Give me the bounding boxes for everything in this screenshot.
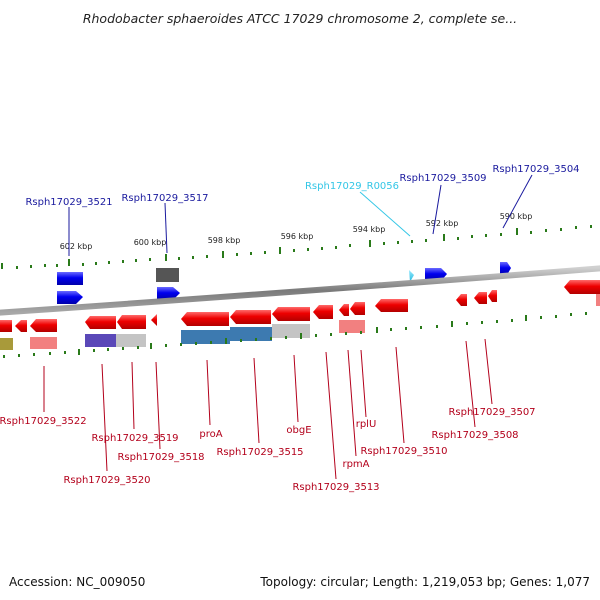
gene-arrow-3507a[interactable] [474, 292, 487, 304]
reverse-strand-genes [0, 280, 600, 350]
gene-arrow-rplu[interactable] [350, 302, 365, 315]
gene-arrow-rpma[interactable] [339, 304, 349, 316]
feature-block-right-edge[interactable] [596, 294, 600, 306]
feature-block-pink-3522[interactable] [30, 337, 57, 349]
gene-label-obge[interactable]: obgE [286, 425, 311, 436]
gene-label-rsph17029-3519[interactable]: Rsph17029_3519 [91, 433, 178, 444]
gene-arrow-far-right[interactable] [564, 280, 600, 294]
top-leader-lines [68, 174, 533, 256]
gene-arrow-3513[interactable] [313, 305, 333, 319]
gene-label-rsph17029-3509[interactable]: Rsph17029_3509 [399, 173, 486, 184]
gene-label-rsph17029-3522[interactable]: Rsph17029_3522 [0, 416, 87, 427]
accession-label: Accession: NC_009050 [9, 575, 145, 589]
gene-label-rsph17029-3521[interactable]: Rsph17029_3521 [25, 197, 112, 208]
gene-label-rsph17029-3517[interactable]: Rsph17029_3517 [121, 193, 208, 204]
bottom-leader-lines [43, 338, 493, 480]
gene-label-rsph17029-3504[interactable]: Rsph17029_3504 [492, 164, 579, 175]
kbp-label-602: 602 kbp [60, 242, 93, 251]
gene-arrow-3519[interactable] [117, 315, 146, 329]
upper-tick-track [1, 225, 592, 269]
gene-label-rpma[interactable]: rpmA [342, 459, 369, 470]
gene-label-rsph17029-3513[interactable]: Rsph17029_3513 [292, 482, 379, 493]
gene-label-rsph17029-r0056[interactable]: Rsph17029_R0056 [305, 181, 399, 192]
gene-arrow-3520[interactable] [85, 316, 116, 329]
kbp-label-596: 596 kbp [281, 232, 314, 241]
feature-block-olive[interactable] [0, 338, 13, 350]
gene-label-rsph17029-3515[interactable]: Rsph17029_3515 [216, 447, 303, 458]
rna-gene-r0056[interactable] [409, 270, 414, 282]
gene-arrow-3522b[interactable] [15, 320, 27, 332]
feature-block-steel-proa[interactable] [181, 330, 230, 344]
feature-block-purple[interactable] [85, 334, 116, 347]
gene-label-rsph17029-3518[interactable]: Rsph17029_3518 [117, 452, 204, 463]
kbp-label-592: 592 kbp [426, 219, 459, 228]
topology-summary: Topology: circular; Length: 1,219,053 bp… [259, 575, 590, 589]
kbp-label-598: 598 kbp [208, 236, 241, 245]
gene-label-rsph17029-3507[interactable]: Rsph17029_3507 [448, 407, 535, 418]
gene-arrow-3507b[interactable] [488, 290, 497, 302]
map-title: Rhodobacter sphaeroides ATCC 17029 chrom… [83, 11, 517, 26]
feature-block-silver-3519[interactable] [116, 334, 146, 347]
forward-strand-genes [57, 262, 511, 304]
feature-block-silver-obge[interactable] [272, 324, 310, 338]
gene-arrow-3515[interactable] [230, 310, 271, 324]
gene-arrow-3510[interactable] [375, 299, 408, 312]
feature-block-steel-3515[interactable] [230, 327, 272, 341]
gene-label-rsph17029-3510[interactable]: Rsph17029_3510 [360, 446, 447, 457]
gene-label-proa[interactable]: proA [199, 429, 222, 440]
gene-block-3517-gray[interactable] [156, 268, 179, 282]
kbp-label-594: 594 kbp [353, 225, 386, 234]
genome-backbone [0, 265, 600, 316]
gene-arrow-proa[interactable] [181, 312, 229, 326]
gene-arrow-3522a[interactable] [0, 320, 12, 332]
lower-tick-track [3, 312, 587, 358]
gene-arrow-3504[interactable] [500, 262, 511, 275]
gene-arrow-3518[interactable] [151, 314, 157, 326]
gene-label-rsph17029-3520[interactable]: Rsph17029_3520 [63, 475, 150, 486]
gene-label-rsph17029-3508[interactable]: Rsph17029_3508 [431, 430, 518, 441]
gene-label-rplu[interactable]: rplU [356, 419, 377, 430]
gene-arrow-obge[interactable] [272, 307, 310, 321]
kbp-label-600: 600 kbp [134, 238, 167, 247]
gene-block-3521-a[interactable] [57, 272, 83, 285]
kbp-label-590: 590 kbp [500, 212, 533, 221]
gene-arrow-3517[interactable] [157, 287, 180, 300]
gene-arrow-3508[interactable] [456, 294, 467, 306]
feature-block-pink-rpma[interactable] [339, 320, 365, 333]
gene-arrow-3522c[interactable] [30, 319, 57, 332]
gene-arrow-3521-b[interactable] [57, 291, 83, 304]
